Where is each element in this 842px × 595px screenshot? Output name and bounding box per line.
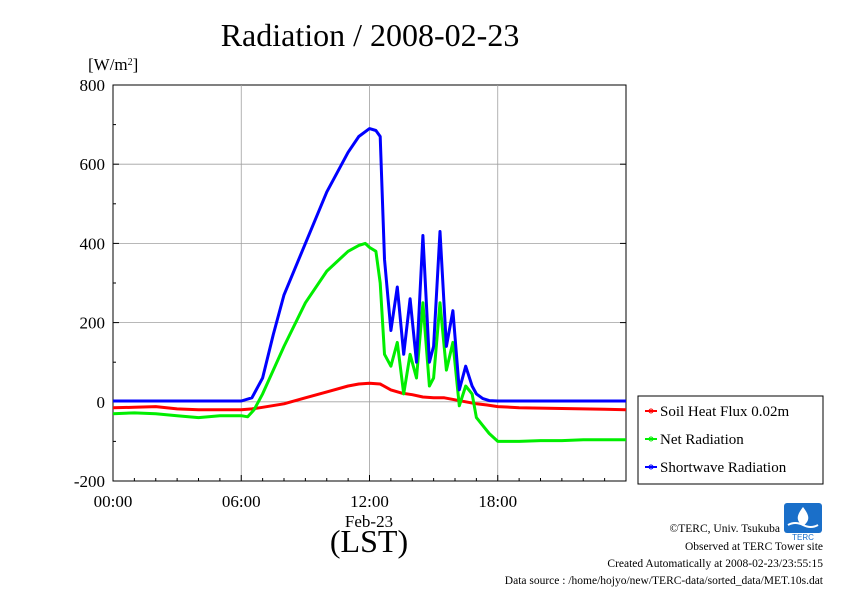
x-tick-label: 18:00	[478, 492, 517, 511]
y-tick-label: 200	[80, 314, 106, 333]
credit-line-4: Data source : /home/hojyo/new/TERC-data/…	[505, 575, 824, 587]
x-date-label: Feb-23	[345, 512, 393, 531]
legend-label-shortwave-radiation: Shortwave Radiation	[660, 460, 787, 476]
series-line-net-radiation	[112, 241, 626, 443]
x-tick-label: 06:00	[222, 492, 261, 511]
x-axis-ticks: 00:00 06:00 12:00 18:00	[94, 475, 606, 511]
series-lines	[112, 127, 627, 443]
x-tick-label: 00:00	[94, 492, 133, 511]
y-tick-label: -200	[74, 472, 105, 491]
grid-lines	[113, 85, 626, 481]
y-axis-label: [W/m2]	[88, 55, 138, 74]
credit-line-1: ©TERC, Univ. Tsukuba	[670, 523, 780, 535]
legend-label-soil-heat-flux-0-02m: Soil Heat Flux 0.02m	[660, 404, 790, 420]
logo-text: TERC	[792, 533, 814, 542]
y-tick-label: 400	[80, 234, 106, 253]
chart-title: Radiation / 2008-02-23	[221, 17, 520, 53]
legend-box	[637, 395, 824, 485]
terc-logo: TERC	[784, 503, 822, 542]
legend-marker-shortwave-radiation	[648, 464, 654, 470]
y-tick-label: 600	[80, 155, 106, 174]
y-tick-label: 0	[97, 393, 106, 412]
y-axis-ticks: 800 600 400 200 0 -200	[74, 76, 626, 491]
credit-line-3: Created Automatically at 2008-02-23/23:5…	[607, 558, 823, 570]
y-tick-label: 800	[80, 76, 106, 95]
legend-label-net-radiation: Net Radiation	[660, 432, 744, 448]
x-tick-label: 12:00	[350, 492, 389, 511]
series-line-soil-heat-flux-0-02m	[112, 381, 627, 412]
legend: Soil Heat Flux 0.02m Net Radiation Shortwa…	[637, 395, 824, 485]
x-axis-label: (LST)	[330, 523, 408, 559]
legend-marker-net-radiation	[648, 436, 654, 442]
series-line-shortwave-radiation	[113, 127, 626, 403]
legend-marker-soil-heat-flux-0-02m	[648, 408, 654, 414]
credit-line-2: Observed at TERC Tower site	[685, 541, 823, 553]
